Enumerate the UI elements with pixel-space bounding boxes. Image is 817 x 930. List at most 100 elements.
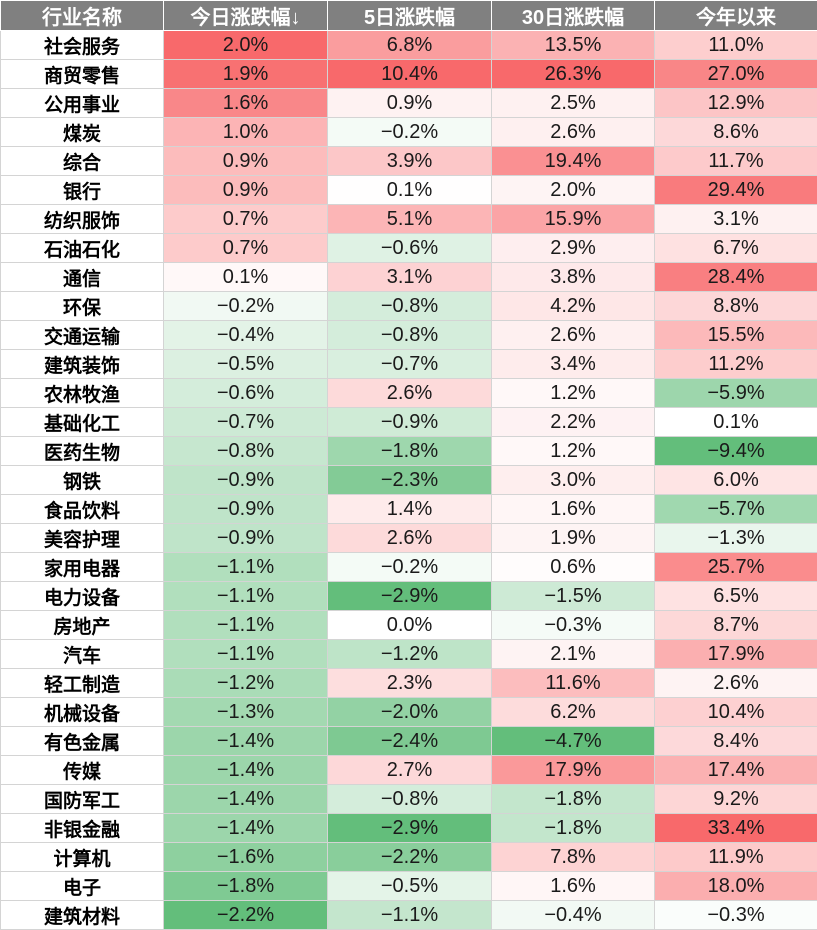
industry-name-cell: 汽车 — [1, 640, 164, 669]
today-change-cell: −0.9% — [164, 495, 328, 524]
table-row: 医药生物−0.8%−1.8%1.2%−9.4% — [1, 437, 817, 466]
30day-change-cell: 1.6% — [492, 872, 655, 901]
industry-name-cell: 交通运输 — [1, 321, 164, 350]
today-change-cell: −0.2% — [164, 292, 328, 321]
5day-change-cell: 3.1% — [328, 263, 492, 292]
ytd-change-cell: 11.9% — [655, 843, 817, 872]
ytd-change-cell: 8.7% — [655, 611, 817, 640]
industry-name-cell: 建筑装饰 — [1, 350, 164, 379]
30day-change-cell: −1.5% — [492, 582, 655, 611]
ytd-change-cell: 11.2% — [655, 350, 817, 379]
header-5day-change[interactable]: 5日涨跌幅 — [328, 1, 492, 31]
5day-change-cell: −0.9% — [328, 408, 492, 437]
5day-change-cell: −2.0% — [328, 698, 492, 727]
5day-change-cell: −2.4% — [328, 727, 492, 756]
table-row: 房地产−1.1%0.0%−0.3%8.7% — [1, 611, 817, 640]
industry-name-cell: 机械设备 — [1, 698, 164, 727]
5day-change-cell: −0.5% — [328, 872, 492, 901]
5day-change-cell: 2.7% — [328, 756, 492, 785]
ytd-change-cell: 8.4% — [655, 727, 817, 756]
5day-change-cell: 2.6% — [328, 524, 492, 553]
30day-change-cell: 2.9% — [492, 234, 655, 263]
industry-name-cell: 建筑材料 — [1, 901, 164, 930]
5day-change-cell: −1.8% — [328, 437, 492, 466]
ytd-change-cell: 17.9% — [655, 640, 817, 669]
industry-name-cell: 美容护理 — [1, 524, 164, 553]
table-row: 家用电器−1.1%−0.2%0.6%25.7% — [1, 553, 817, 582]
today-change-cell: −1.4% — [164, 756, 328, 785]
header-ytd-change[interactable]: 今年以来 — [655, 1, 817, 31]
today-change-cell: −1.6% — [164, 843, 328, 872]
table-row: 传媒−1.4%2.7%17.9%17.4% — [1, 756, 817, 785]
ytd-change-cell: 29.4% — [655, 176, 817, 205]
table-row: 钢铁−0.9%−2.3%3.0%6.0% — [1, 466, 817, 495]
table-row: 电子−1.8%−0.5%1.6%18.0% — [1, 872, 817, 901]
industry-name-cell: 家用电器 — [1, 553, 164, 582]
ytd-change-cell: 6.7% — [655, 234, 817, 263]
table-row: 建筑装饰−0.5%−0.7%3.4%11.2% — [1, 350, 817, 379]
5day-change-cell: −0.6% — [328, 234, 492, 263]
today-change-cell: 1.9% — [164, 60, 328, 89]
header-30day-change[interactable]: 30日涨跌幅 — [492, 1, 655, 31]
30day-change-cell: −0.4% — [492, 901, 655, 930]
ytd-change-cell: 18.0% — [655, 872, 817, 901]
ytd-change-cell: −9.4% — [655, 437, 817, 466]
industry-name-cell: 纺织服饰 — [1, 205, 164, 234]
industry-name-cell: 环保 — [1, 292, 164, 321]
30day-change-cell: 7.8% — [492, 843, 655, 872]
ytd-change-cell: 10.4% — [655, 698, 817, 727]
30day-change-cell: 3.8% — [492, 263, 655, 292]
ytd-change-cell: −0.3% — [655, 901, 817, 930]
today-change-cell: −1.1% — [164, 553, 328, 582]
table-row: 轻工制造−1.2%2.3%11.6%2.6% — [1, 669, 817, 698]
industry-name-cell: 通信 — [1, 263, 164, 292]
30day-change-cell: 2.6% — [492, 321, 655, 350]
today-change-cell: −1.4% — [164, 814, 328, 843]
ytd-change-cell: 6.0% — [655, 466, 817, 495]
today-change-cell: −0.8% — [164, 437, 328, 466]
industry-name-cell: 石油石化 — [1, 234, 164, 263]
30day-change-cell: 19.4% — [492, 147, 655, 176]
30day-change-cell: 3.4% — [492, 350, 655, 379]
today-change-cell: −1.1% — [164, 611, 328, 640]
today-change-cell: −0.9% — [164, 466, 328, 495]
30day-change-cell: −1.8% — [492, 814, 655, 843]
industry-name-cell: 综合 — [1, 147, 164, 176]
table-row: 有色金属−1.4%−2.4%−4.7%8.4% — [1, 727, 817, 756]
5day-change-cell: 5.1% — [328, 205, 492, 234]
industry-name-cell: 非银金融 — [1, 814, 164, 843]
ytd-change-cell: 11.0% — [655, 31, 817, 60]
ytd-change-cell: 25.7% — [655, 553, 817, 582]
table-row: 基础化工−0.7%−0.9%2.2%0.1% — [1, 408, 817, 437]
industry-name-cell: 商贸零售 — [1, 60, 164, 89]
5day-change-cell: −2.3% — [328, 466, 492, 495]
today-change-cell: −1.1% — [164, 582, 328, 611]
5day-change-cell: −0.2% — [328, 118, 492, 147]
industry-name-cell: 计算机 — [1, 843, 164, 872]
today-change-cell: −0.5% — [164, 350, 328, 379]
30day-change-cell: 2.2% — [492, 408, 655, 437]
header-industry-name[interactable]: 行业名称 — [1, 1, 164, 31]
30day-change-cell: −4.7% — [492, 727, 655, 756]
5day-change-cell: 0.0% — [328, 611, 492, 640]
30day-change-cell: 2.1% — [492, 640, 655, 669]
today-change-cell: −1.3% — [164, 698, 328, 727]
today-change-cell: −1.2% — [164, 669, 328, 698]
5day-change-cell: 6.8% — [328, 31, 492, 60]
table-row: 建筑材料−2.2%−1.1%−0.4%−0.3% — [1, 901, 817, 930]
5day-change-cell: 3.9% — [328, 147, 492, 176]
header-today-change[interactable]: 今日涨跌幅↓ — [164, 1, 328, 31]
30day-change-cell: 1.2% — [492, 437, 655, 466]
industry-name-cell: 社会服务 — [1, 31, 164, 60]
today-change-cell: 0.1% — [164, 263, 328, 292]
5day-change-cell: −0.8% — [328, 785, 492, 814]
5day-change-cell: 10.4% — [328, 60, 492, 89]
ytd-change-cell: 8.6% — [655, 118, 817, 147]
30day-change-cell: 11.6% — [492, 669, 655, 698]
industry-name-cell: 电子 — [1, 872, 164, 901]
